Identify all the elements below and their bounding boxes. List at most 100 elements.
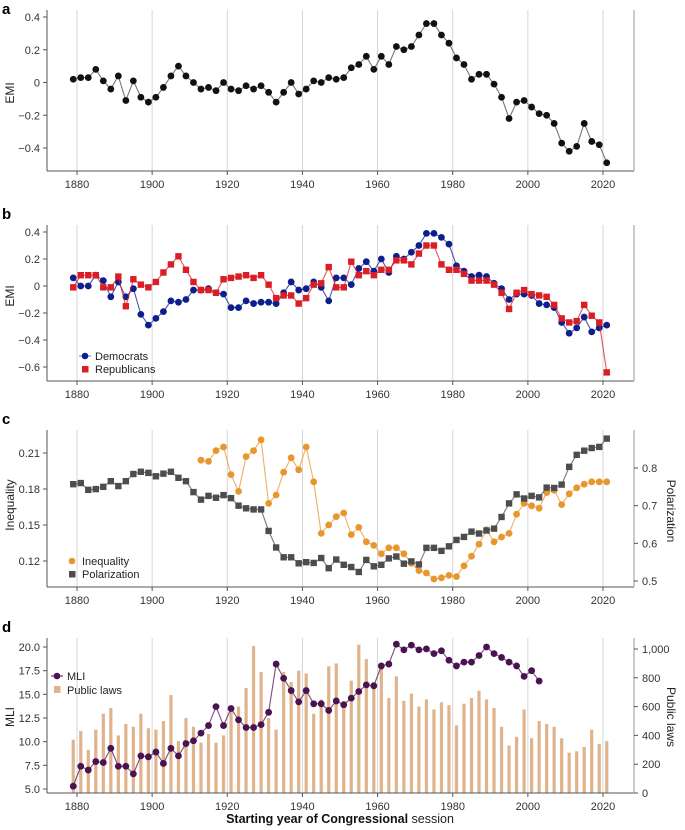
point-republicans xyxy=(310,281,317,288)
y-tick-label: −0.2 xyxy=(18,308,40,320)
point-emi xyxy=(483,70,490,78)
panel-b: b 0.4 0.2 0 −0.2 −0.4 −0.6 1880 1900 1920 1940 19… xyxy=(2,206,635,401)
x-tick-label-1880: 1880 xyxy=(65,801,89,813)
y-tick-label-right: 1,000 xyxy=(642,644,670,656)
panel-d-yticks: 20.0 17.5 15.0 12.5 10.0 7.5 5.0 xyxy=(19,642,47,796)
point-polarization xyxy=(558,481,565,488)
point-emi xyxy=(603,159,611,167)
point-mli xyxy=(332,697,340,705)
point-republicans xyxy=(423,242,430,249)
x-tick-label-2020: 2020 xyxy=(591,801,615,813)
point-mli xyxy=(423,645,430,653)
bar-public-laws xyxy=(289,682,293,793)
bar-public-laws xyxy=(605,741,609,793)
point-republicans xyxy=(92,272,99,279)
panel-b-xticks: 1880 1900 1920 1940 1960 1980 2000 2020 xyxy=(65,381,615,401)
point-inequality xyxy=(385,544,393,552)
point-emi xyxy=(415,31,423,39)
point-democrats xyxy=(257,298,265,306)
point-polarization xyxy=(318,554,325,562)
panel-c-axes xyxy=(46,430,635,588)
point-republicans xyxy=(603,369,610,376)
panel-a-axes xyxy=(46,10,635,172)
point-polarization xyxy=(565,463,573,471)
point-polarization xyxy=(100,483,107,491)
point-inequality xyxy=(332,513,340,520)
point-polarization xyxy=(287,554,295,561)
point-emi xyxy=(92,66,100,73)
panel-a-xticks: 1880 1900 1920 1940 1960 1980 2000 2020 xyxy=(65,171,615,191)
point-republicans xyxy=(370,272,378,279)
point-mli xyxy=(250,724,257,731)
point-inequality xyxy=(423,569,430,577)
point-republicans xyxy=(550,301,558,309)
point-emi xyxy=(355,61,363,68)
point-mli xyxy=(205,722,212,729)
y-tick-label: 10.0 xyxy=(19,737,40,749)
point-inequality xyxy=(468,552,475,560)
point-polarization xyxy=(408,558,415,565)
point-republicans xyxy=(363,267,370,275)
point-inequality xyxy=(498,533,505,541)
point-emi xyxy=(580,120,588,127)
y-tick-label: 5.0 xyxy=(25,784,40,796)
point-democrats xyxy=(355,265,363,272)
point-mli xyxy=(242,724,250,731)
point-democrats xyxy=(603,321,611,329)
point-polarization xyxy=(77,479,84,487)
point-democrats xyxy=(137,310,145,318)
panel-c-xticks: 1880 1900 1920 1940 1960 1980 2000 2020 xyxy=(65,587,615,607)
point-emi xyxy=(235,87,242,95)
point-republicans xyxy=(235,273,242,280)
bar-public-laws xyxy=(327,666,331,793)
bar-public-laws xyxy=(176,741,181,793)
point-democrats xyxy=(423,229,430,237)
point-polarization xyxy=(363,556,370,564)
bar-public-laws xyxy=(514,736,519,793)
point-emi xyxy=(265,88,273,96)
point-democrats xyxy=(340,274,348,282)
point-democrats xyxy=(235,304,242,311)
x-tick-label-1980: 1980 xyxy=(440,389,464,401)
bar-public-laws xyxy=(274,729,278,793)
point-inequality xyxy=(362,538,370,546)
bar-public-laws xyxy=(154,729,158,793)
point-polarization xyxy=(535,494,543,501)
point-inequality xyxy=(257,436,265,444)
bar-public-laws xyxy=(552,726,556,793)
point-emi xyxy=(407,43,415,50)
bar-public-laws xyxy=(447,705,451,793)
point-democrats xyxy=(287,278,295,286)
point-mli xyxy=(144,753,152,761)
bar-public-laws xyxy=(236,706,241,793)
point-mli xyxy=(438,647,445,655)
bar-public-laws xyxy=(439,702,444,793)
bar-public-laws xyxy=(560,738,564,793)
point-polarization xyxy=(130,470,137,478)
x-tick-label-2000: 2000 xyxy=(516,595,540,607)
point-democrats xyxy=(588,328,596,336)
point-polarization xyxy=(475,530,483,537)
point-democrats xyxy=(580,313,588,321)
point-mli xyxy=(77,762,85,770)
x-tick-label-1900: 1900 xyxy=(140,801,164,813)
point-democrats xyxy=(543,301,551,309)
point-emi xyxy=(430,20,438,27)
legend-marker-inequality xyxy=(68,557,76,565)
point-democrats xyxy=(325,297,333,305)
bar-public-laws xyxy=(372,682,376,793)
point-inequality xyxy=(430,575,438,583)
point-polarization xyxy=(160,470,167,477)
point-democrats xyxy=(175,298,182,306)
point-emi xyxy=(242,82,250,90)
point-mli xyxy=(460,658,468,666)
bar-public-laws xyxy=(259,672,263,793)
point-mli xyxy=(257,721,265,729)
panel-a-yticks: 0.4 0.2 0 −0.2 −0.4 xyxy=(18,12,47,155)
point-republicans xyxy=(287,292,295,299)
point-emi xyxy=(137,93,145,101)
bar-public-laws xyxy=(484,699,489,793)
panel-d-xticks: 1880 1900 1920 1940 1960 1980 2000 2020 xyxy=(65,793,615,813)
panel-b-grid xyxy=(76,225,604,381)
point-republicans xyxy=(340,284,347,291)
